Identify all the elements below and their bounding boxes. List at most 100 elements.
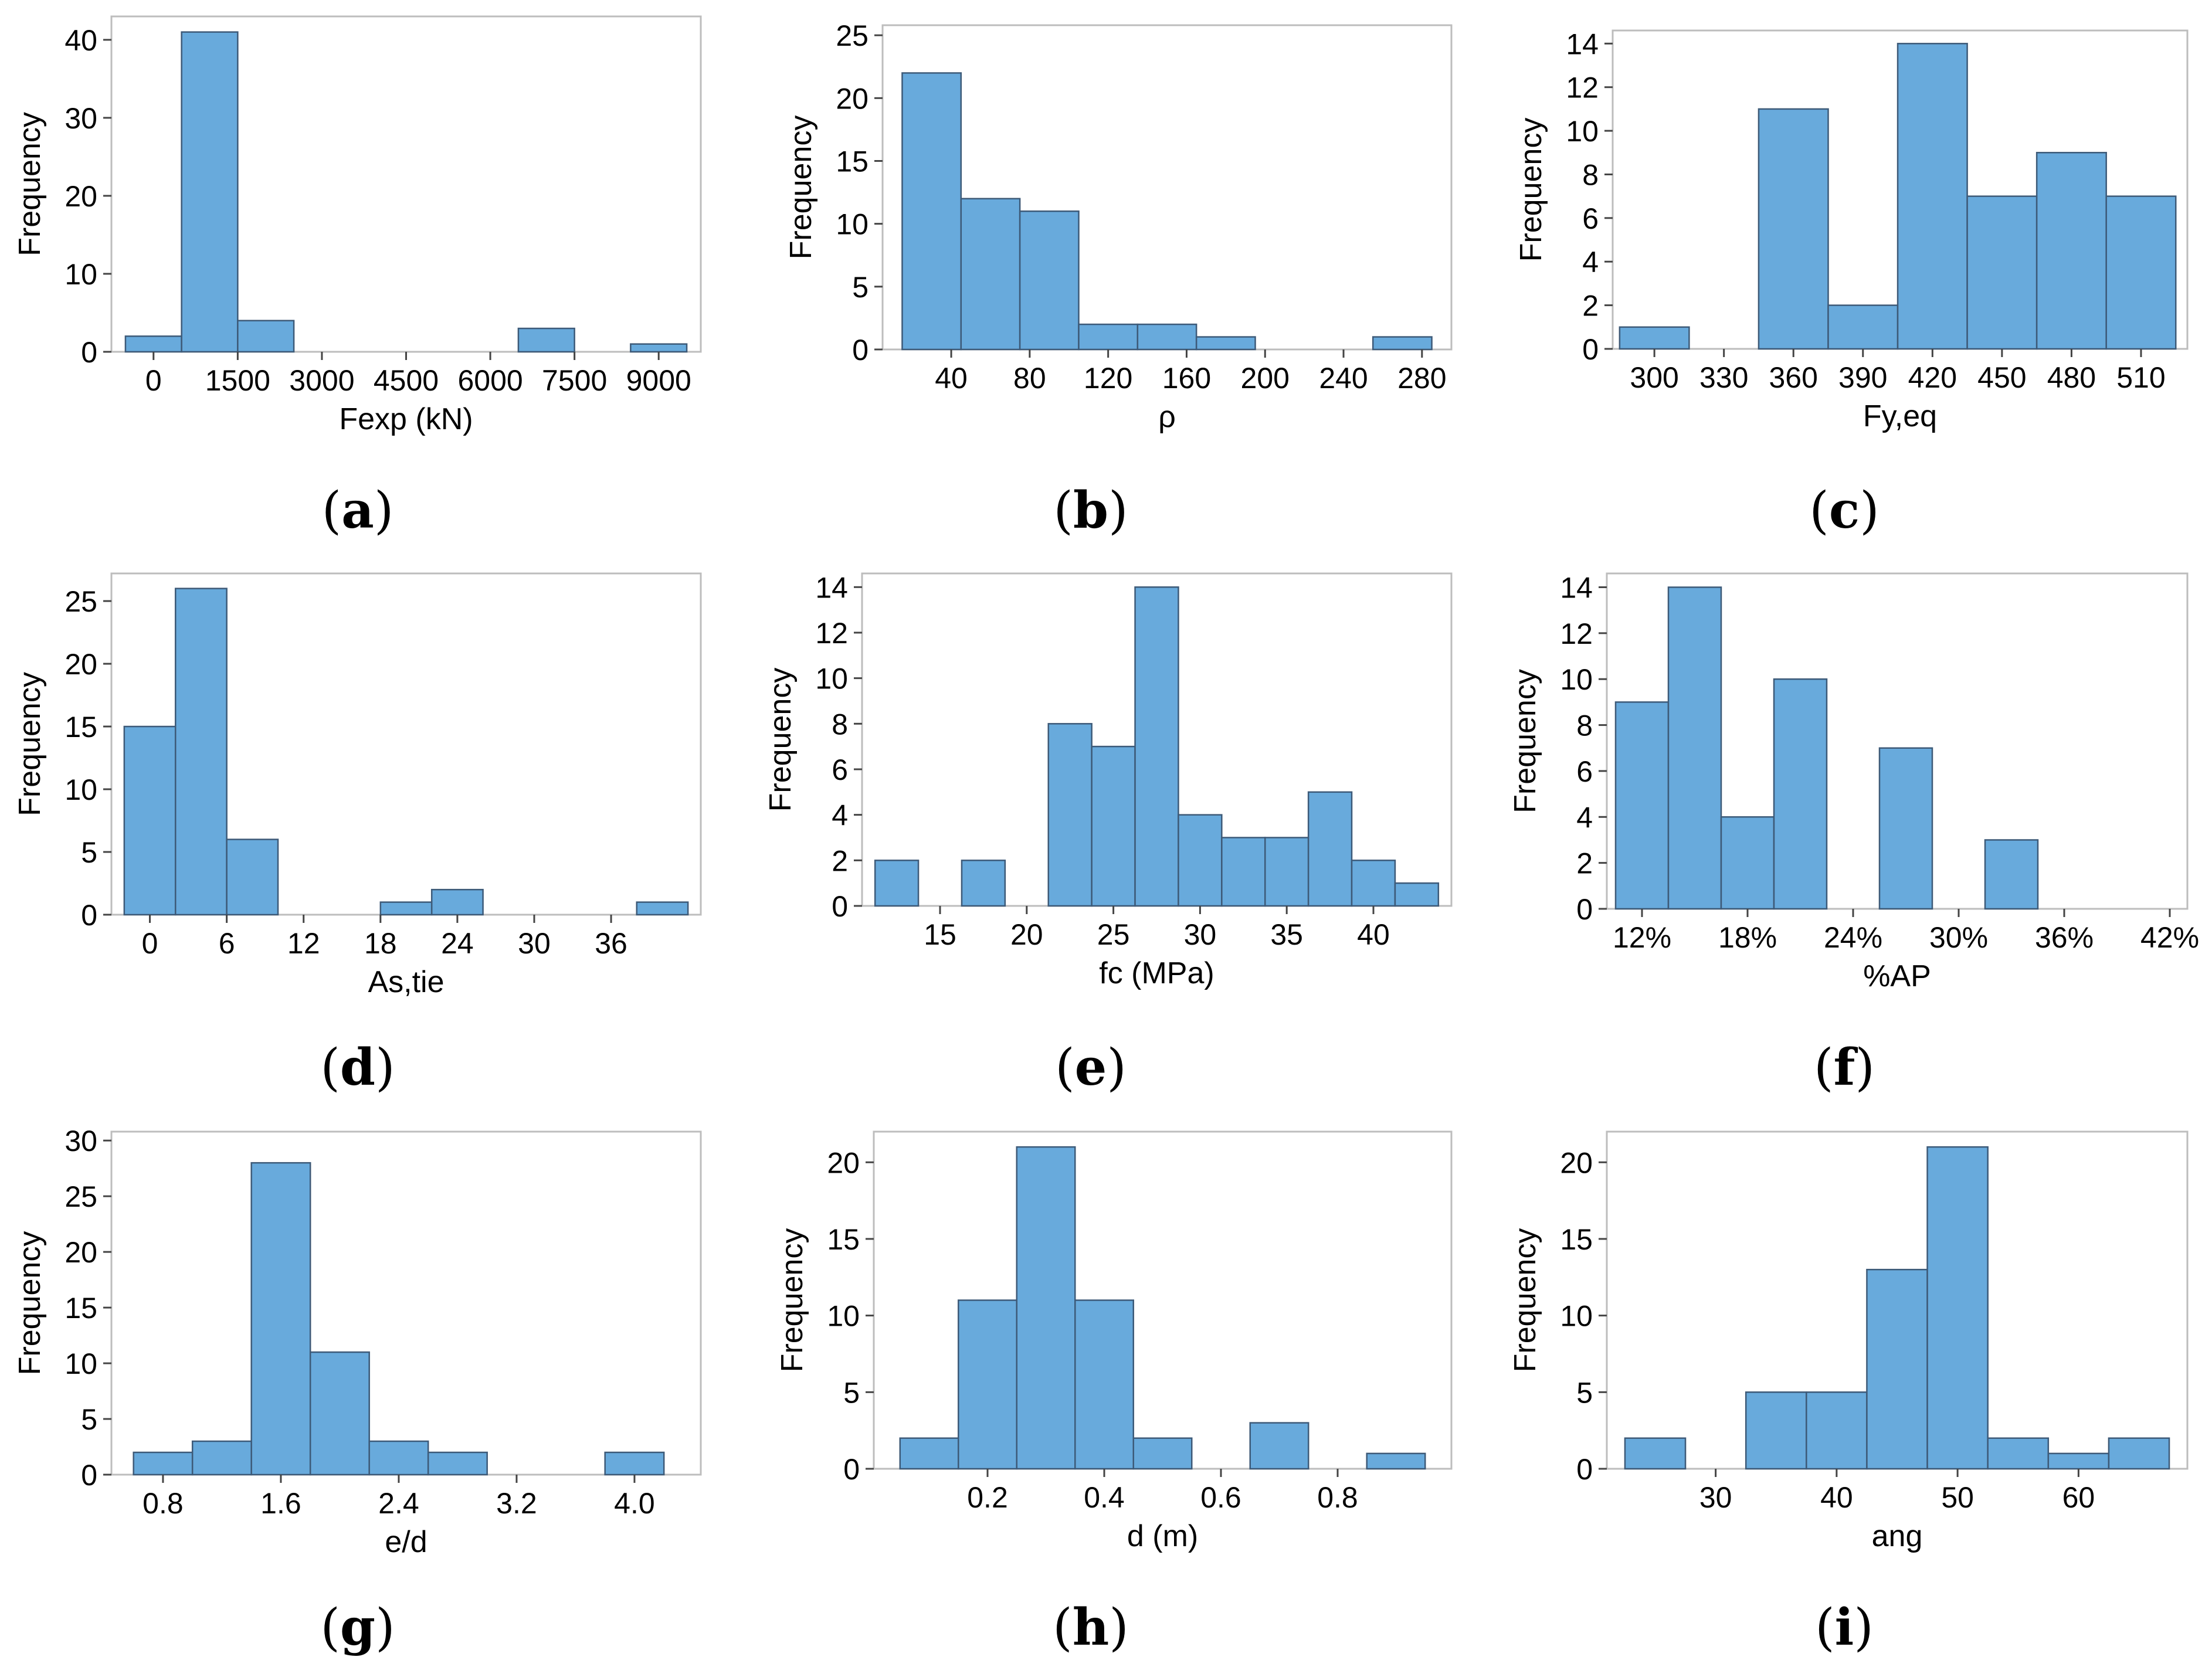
histogram-bar (1136, 323, 1197, 351)
x-axis-label: d (m) (1127, 1519, 1198, 1553)
histogram-bar (1773, 678, 1828, 910)
x-tick-label: 35 (1270, 918, 1303, 951)
x-tick-label: 3000 (289, 364, 354, 397)
x-tick-label: 40 (935, 362, 968, 395)
x-tick-label: 15 (924, 918, 956, 951)
y-tick-label: 10 (65, 258, 97, 291)
histogram-bar (958, 1299, 1018, 1470)
x-tick-label: 20 (1010, 918, 1043, 951)
y-tick-label: 5 (81, 1403, 97, 1436)
y-tick-label: 20 (65, 180, 97, 213)
x-axis-label: Fexp (kN) (339, 402, 473, 436)
y-axis-label: Frequency (1514, 118, 1548, 262)
y-tick-label: 10 (65, 773, 97, 806)
y-tick-label: 14 (1560, 572, 1593, 605)
histogram-panel-3: 0 2 4 6 8 10 12 14 300 330 360 390 420 450 480 510 Fy,eq… (1514, 28, 2189, 540)
histogram-bar (2105, 195, 2177, 350)
y-tick-label: 4 (1576, 801, 1593, 834)
histogram-bar (1878, 747, 1933, 910)
y-tick-label: 10 (1560, 1300, 1593, 1333)
histogram-bar (1926, 1146, 1989, 1470)
histogram-bar (379, 901, 433, 916)
y-tick-label: 0 (81, 336, 97, 369)
y-tick-label: 0 (81, 899, 97, 932)
histogram-panel-4: 0 5 10 15 20 25 0 6 12 18 24 30 36 As,tie Frequency (d) (13, 572, 702, 1097)
y-tick-label: 0 (843, 1453, 860, 1486)
histogram-bar (874, 860, 920, 907)
panel-label: (d) (320, 1038, 395, 1097)
histogram-bar (1619, 326, 1690, 350)
y-tick-label: 0 (81, 1459, 97, 1492)
x-tick-label: 6000 (457, 364, 523, 397)
x-tick-label: 42% (2140, 921, 2199, 954)
x-tick-label: 60 (2062, 1481, 2095, 1514)
y-tick-label: 5 (81, 836, 97, 869)
y-tick-label: 15 (65, 711, 97, 743)
histogram-bar (1195, 336, 1256, 351)
histogram-bar (1897, 43, 1968, 350)
histogram-bar (1221, 837, 1266, 907)
y-axis-label: Frequency (13, 1231, 47, 1376)
y-axis-label: Frequency (13, 672, 47, 816)
y-tick-label: 12 (815, 617, 848, 650)
x-tick-label: 24 (441, 927, 474, 960)
histogram-bar (1091, 745, 1136, 907)
histogram-bar (1307, 791, 1353, 907)
histogram-bar (124, 335, 182, 353)
histogram-bar (1624, 1437, 1687, 1470)
y-tick-label: 30 (65, 102, 97, 135)
x-tick-label: 390 (1838, 361, 1887, 394)
y-tick-label: 20 (1560, 1146, 1593, 1179)
x-tick-label: 450 (1977, 361, 2026, 394)
x-tick-label: 0.6 (1200, 1481, 1241, 1514)
y-tick-label: 15 (827, 1223, 860, 1256)
x-tick-label: 6 (219, 927, 235, 960)
histogram-bar (1987, 1437, 2050, 1470)
histogram-bar (1984, 839, 2039, 910)
y-tick-label: 10 (65, 1347, 97, 1380)
y-tick-label: 0 (852, 334, 868, 366)
x-tick-label: 0.8 (143, 1487, 184, 1520)
y-tick-label: 14 (1566, 28, 1599, 60)
y-tick-label: 10 (815, 663, 848, 695)
y-tick-label: 8 (832, 708, 848, 741)
histogram-bar (1827, 304, 1899, 350)
y-tick-label: 30 (65, 1125, 97, 1157)
y-tick-label: 6 (1576, 755, 1593, 788)
x-tick-label: 25 (1097, 918, 1130, 951)
histogram-bar (1745, 1391, 1807, 1470)
y-tick-label: 4 (832, 799, 848, 832)
y-tick-label: 6 (832, 753, 848, 786)
histogram-bar (2035, 152, 2107, 350)
x-tick-label: 0 (142, 927, 158, 960)
x-tick-label: 510 (2116, 361, 2165, 394)
x-tick-label: 480 (2047, 361, 2096, 394)
y-tick-label: 2 (1582, 290, 1599, 322)
y-tick-label: 40 (65, 24, 97, 57)
panel-label: (c) (1809, 481, 1879, 540)
x-tick-label: 24% (1824, 921, 1882, 954)
histogram-bar (1074, 1299, 1135, 1470)
histogram-bar (427, 1451, 488, 1476)
y-tick-label: 0 (1582, 333, 1599, 366)
x-tick-label: 360 (1769, 361, 1818, 394)
y-tick-label: 25 (65, 1180, 97, 1213)
x-tick-label: 4500 (374, 364, 439, 397)
x-tick-label: 9000 (626, 364, 691, 397)
histogram-bar (961, 860, 1006, 907)
x-axis-label: Fy,eq (1863, 399, 1937, 433)
x-tick-label: 30% (1929, 921, 1988, 954)
y-tick-label: 15 (65, 1292, 97, 1325)
y-tick-label: 25 (836, 19, 868, 52)
x-tick-label: 30 (1699, 1481, 1732, 1514)
x-axis-label: As,tie (368, 965, 444, 999)
x-tick-label: 0.8 (1317, 1481, 1358, 1514)
x-tick-label: 120 (1084, 362, 1132, 395)
x-tick-label: 12 (287, 927, 320, 960)
histogram-panel-9: 0 5 10 15 20 30 40 50 60 ang Frequency (i) (1508, 1130, 2189, 1657)
histogram-bar (1351, 860, 1396, 907)
y-tick-label: 2 (1576, 847, 1593, 880)
panel-label: (e) (1055, 1038, 1127, 1097)
x-axis-label: ρ (1158, 400, 1176, 434)
histogram-bar (1720, 816, 1775, 910)
